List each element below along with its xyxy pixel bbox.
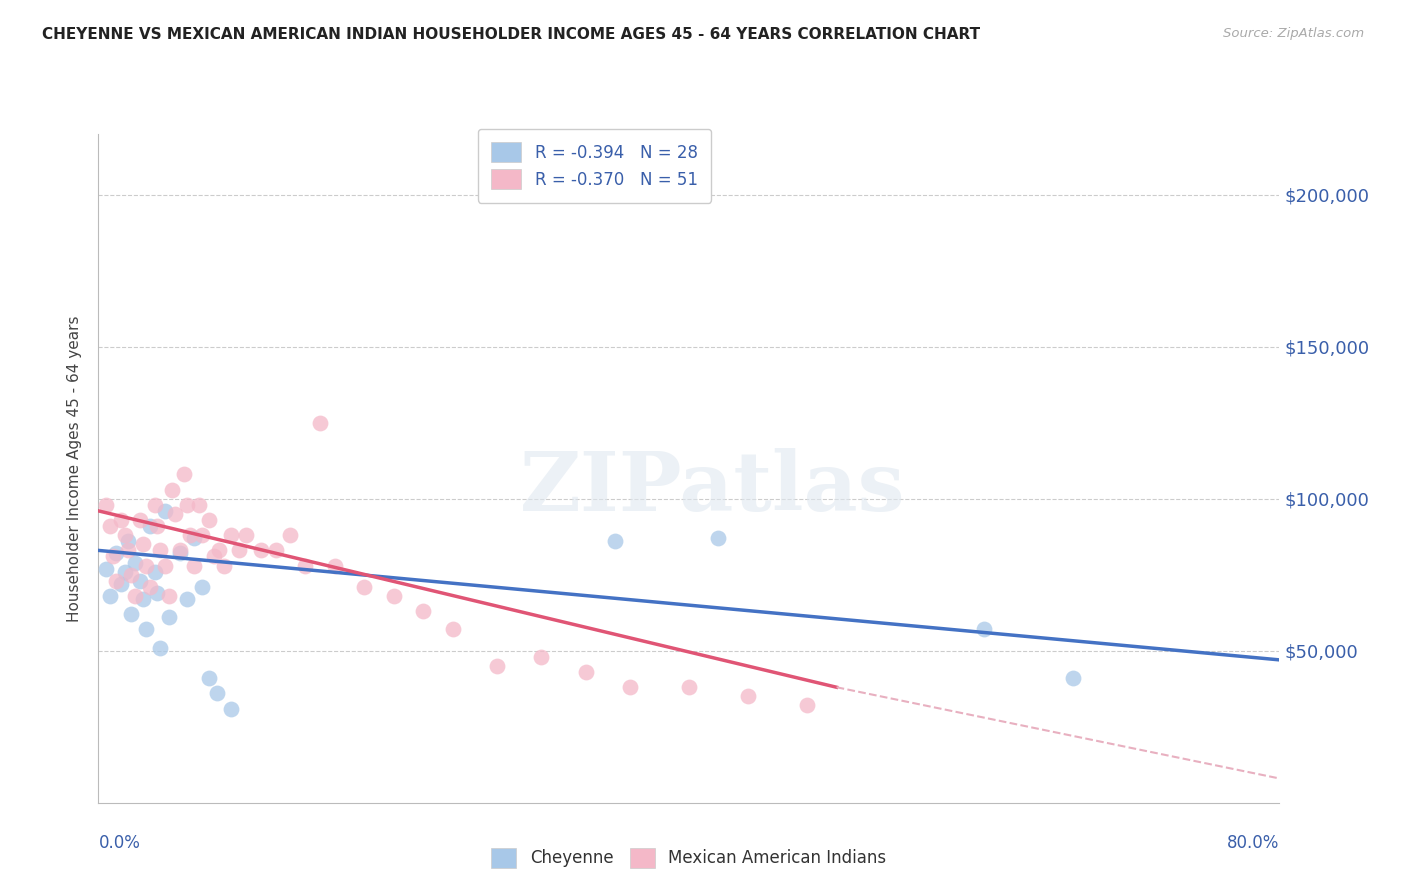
Point [219, 701, 242, 715]
Point [110, 513, 132, 527]
Point [110, 577, 132, 591]
Point [120, 607, 142, 622]
Point [179, 528, 201, 542]
Point [530, 649, 553, 664]
Point [323, 558, 346, 573]
Point [139, 519, 162, 533]
Point [132, 592, 155, 607]
Point [605, 534, 627, 549]
Point [128, 574, 150, 588]
Point [574, 665, 596, 679]
Point [124, 556, 146, 570]
Point [235, 528, 257, 542]
Point [486, 659, 509, 673]
Point [382, 589, 405, 603]
Point [796, 698, 818, 713]
Text: CHEYENNE VS MEXICAN AMERICAN INDIAN HOUSEHOLDER INCOME AGES 45 - 64 YEARS CORREL: CHEYENNE VS MEXICAN AMERICAN INDIAN HOUS… [42, 27, 980, 42]
Point [212, 558, 235, 573]
Point [228, 543, 250, 558]
Point [173, 467, 195, 482]
Point [162, 483, 183, 497]
Point [146, 586, 169, 600]
Point [149, 543, 172, 558]
Point [157, 610, 180, 624]
Point [191, 528, 214, 542]
Point [98, 519, 121, 533]
Point [157, 589, 180, 603]
Point [202, 549, 225, 564]
Point [139, 580, 162, 594]
Point [1062, 671, 1084, 685]
Point [135, 558, 157, 573]
Point [124, 589, 146, 603]
Point [219, 528, 242, 542]
Point [198, 671, 221, 685]
Point [191, 580, 214, 594]
Point [114, 528, 136, 542]
Point [264, 543, 287, 558]
Point [309, 416, 332, 430]
Point [353, 580, 375, 594]
Y-axis label: Householder Income Ages 45 - 64 years: Householder Income Ages 45 - 64 years [67, 315, 83, 622]
Point [117, 534, 139, 549]
Point [153, 504, 176, 518]
Point [198, 513, 221, 527]
Point [187, 498, 209, 512]
Point [103, 549, 125, 564]
Point [176, 498, 198, 512]
Point [105, 546, 128, 560]
Point [183, 531, 205, 545]
Point [183, 558, 205, 573]
Point [294, 558, 316, 573]
Point [441, 623, 464, 637]
Point [973, 623, 995, 637]
Point [120, 567, 142, 582]
Legend: R = -0.394   N = 28, R = -0.370   N = 51: R = -0.394 N = 28, R = -0.370 N = 51 [478, 128, 711, 202]
Text: ZIPatlas: ZIPatlas [520, 449, 905, 528]
Point [132, 537, 155, 551]
Point [208, 543, 231, 558]
Point [737, 690, 759, 704]
Text: 80.0%: 80.0% [1227, 834, 1279, 852]
Point [153, 558, 176, 573]
Point [105, 574, 128, 588]
Point [412, 604, 434, 618]
Point [205, 686, 228, 700]
Point [165, 507, 187, 521]
Point [128, 513, 150, 527]
Point [114, 565, 136, 579]
Point [94, 562, 117, 576]
Text: 0.0%: 0.0% [98, 834, 141, 852]
Point [117, 543, 139, 558]
Point [250, 543, 273, 558]
Point [278, 528, 302, 542]
Text: Source: ZipAtlas.com: Source: ZipAtlas.com [1223, 27, 1364, 40]
Point [169, 543, 191, 558]
Point [146, 519, 169, 533]
Point [94, 498, 117, 512]
Point [619, 680, 641, 694]
Point [149, 640, 172, 655]
Point [678, 680, 700, 694]
Point [143, 565, 166, 579]
Point [176, 592, 198, 607]
Point [135, 623, 157, 637]
Point [707, 531, 730, 545]
Point [169, 546, 191, 560]
Point [98, 589, 121, 603]
Point [143, 498, 166, 512]
